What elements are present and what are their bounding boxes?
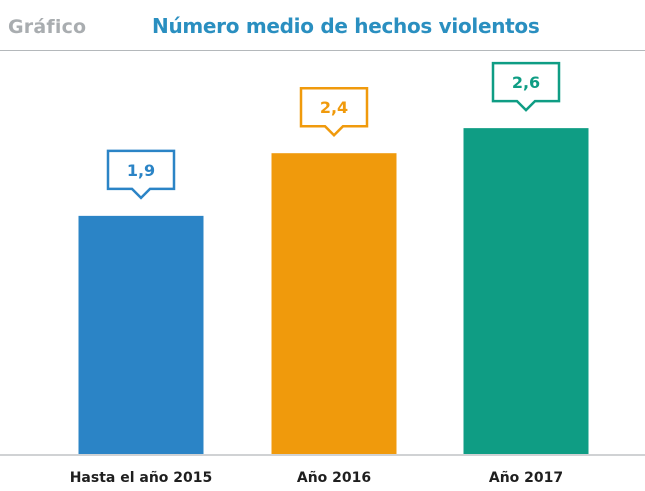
header-divider (0, 50, 645, 51)
value-callout-2 (299, 86, 369, 137)
data-label-2: 2,4 (320, 98, 348, 117)
value-callout-1 (106, 149, 176, 200)
data-label-3: 2,6 (512, 73, 540, 92)
chart-title: Número medio de hechos violentos (152, 14, 540, 38)
bar-1 (78, 215, 204, 454)
figure-label: Gráfico (8, 16, 87, 38)
data-label-1: 1,9 (127, 161, 155, 180)
category-label-2: Año 2016 (297, 470, 371, 486)
category-label-1: Hasta el año 2015 (70, 470, 213, 486)
bar-2 (271, 153, 397, 454)
bar-3 (463, 128, 589, 454)
category-label-3: Año 2017 (489, 470, 563, 486)
chart-header: Gráfico Número medio de hechos violentos (0, 0, 645, 52)
value-callout-3 (491, 61, 561, 112)
